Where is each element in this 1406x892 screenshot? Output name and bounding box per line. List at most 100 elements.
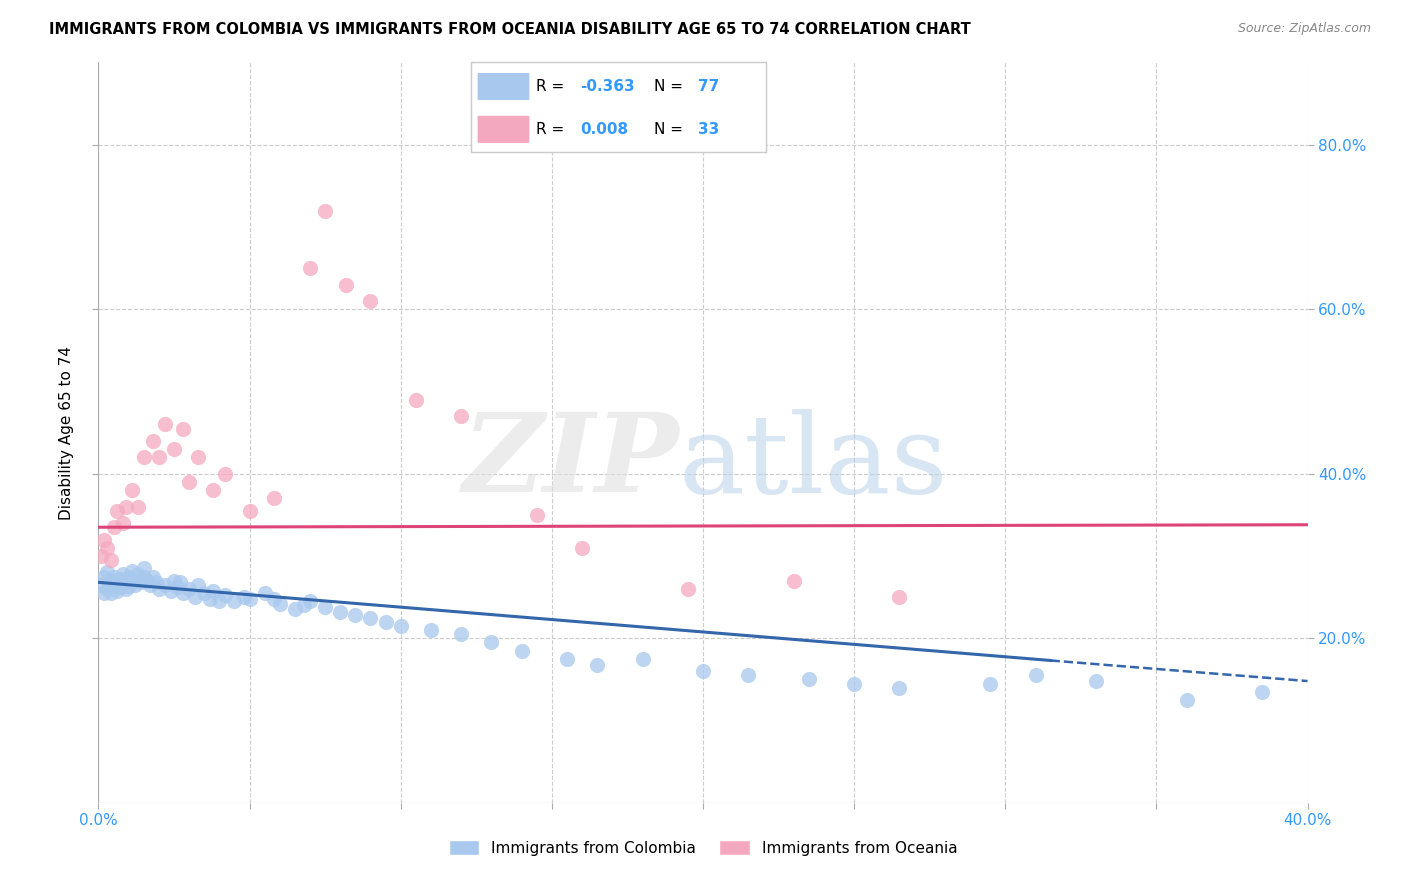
Point [510,643,533,657]
Point [103,569,125,583]
Point [132,569,155,583]
Point [299,594,322,608]
Point [450,409,472,424]
Point [166,580,188,594]
Point [153,578,176,592]
Point [360,293,382,308]
Point [121,564,143,578]
Point [1175,693,1198,707]
Point [114,572,136,586]
Point [405,392,427,407]
Point [163,442,186,456]
Point [481,635,503,649]
Text: R =: R = [536,79,569,94]
Point [121,483,143,498]
Point [889,590,911,604]
Point [108,580,131,594]
Point [148,450,170,465]
Point [187,450,209,465]
Point [224,594,246,608]
Point [121,574,143,588]
Point [142,569,165,583]
Point [208,594,231,608]
Point [783,574,806,588]
Point [139,578,162,592]
Point [374,615,396,629]
Point [1251,685,1274,699]
Point [202,483,225,498]
Point [148,582,170,596]
Point [232,590,254,604]
Text: Source: ZipAtlas.com: Source: ZipAtlas.com [1237,22,1371,36]
Text: 77: 77 [699,79,720,94]
Point [132,450,155,465]
Text: N =: N = [654,79,688,94]
Point [127,567,149,582]
Point [124,578,146,592]
Point [127,500,149,514]
FancyBboxPatch shape [477,115,530,144]
Point [263,491,285,506]
Point [142,434,165,448]
Text: 0.008: 0.008 [581,122,628,136]
Point [90,549,112,563]
Point [193,586,215,600]
Point [172,421,194,435]
Point [145,575,167,590]
Point [93,586,115,600]
Text: 33: 33 [699,122,720,136]
Y-axis label: Disability Age 65 to 74: Disability Age 65 to 74 [59,345,75,520]
Point [631,652,654,666]
Point [100,574,122,588]
Point [344,608,367,623]
Point [103,578,125,592]
Point [111,575,134,590]
Point [555,652,578,666]
Point [889,681,911,695]
Point [160,583,183,598]
Point [979,676,1001,690]
Text: R =: R = [536,122,569,136]
Point [526,508,548,522]
Point [269,597,291,611]
Point [239,504,262,518]
Point [214,467,236,481]
Text: IMMIGRANTS FROM COLOMBIA VS IMMIGRANTS FROM OCEANIA DISABILITY AGE 65 TO 74 CORR: IMMIGRANTS FROM COLOMBIA VS IMMIGRANTS F… [49,22,972,37]
Legend: Immigrants from Colombia, Immigrants from Oceania: Immigrants from Colombia, Immigrants fro… [443,834,963,862]
Point [114,582,136,596]
Point [420,623,443,637]
Point [111,567,134,582]
Point [135,574,157,588]
Point [1085,674,1108,689]
Point [187,578,209,592]
Point [284,602,307,616]
Point [450,627,472,641]
Point [737,668,759,682]
Point [172,586,194,600]
Point [692,664,714,678]
Text: -0.363: -0.363 [581,79,636,94]
Point [90,578,112,592]
Point [114,500,136,514]
Point [93,533,115,547]
Text: N =: N = [654,122,688,136]
Point [292,599,315,613]
Point [129,575,152,590]
Point [676,582,699,596]
Text: atlas: atlas [679,409,949,516]
Point [111,516,134,530]
Point [132,561,155,575]
Point [153,417,176,432]
Point [96,582,118,596]
Point [200,591,222,606]
Point [571,541,593,555]
Point [103,520,125,534]
Point [335,277,357,292]
Point [1024,668,1046,682]
Point [100,553,122,567]
Point [118,579,141,593]
Point [96,566,118,580]
Point [179,475,201,489]
Point [314,600,336,615]
Point [360,610,382,624]
